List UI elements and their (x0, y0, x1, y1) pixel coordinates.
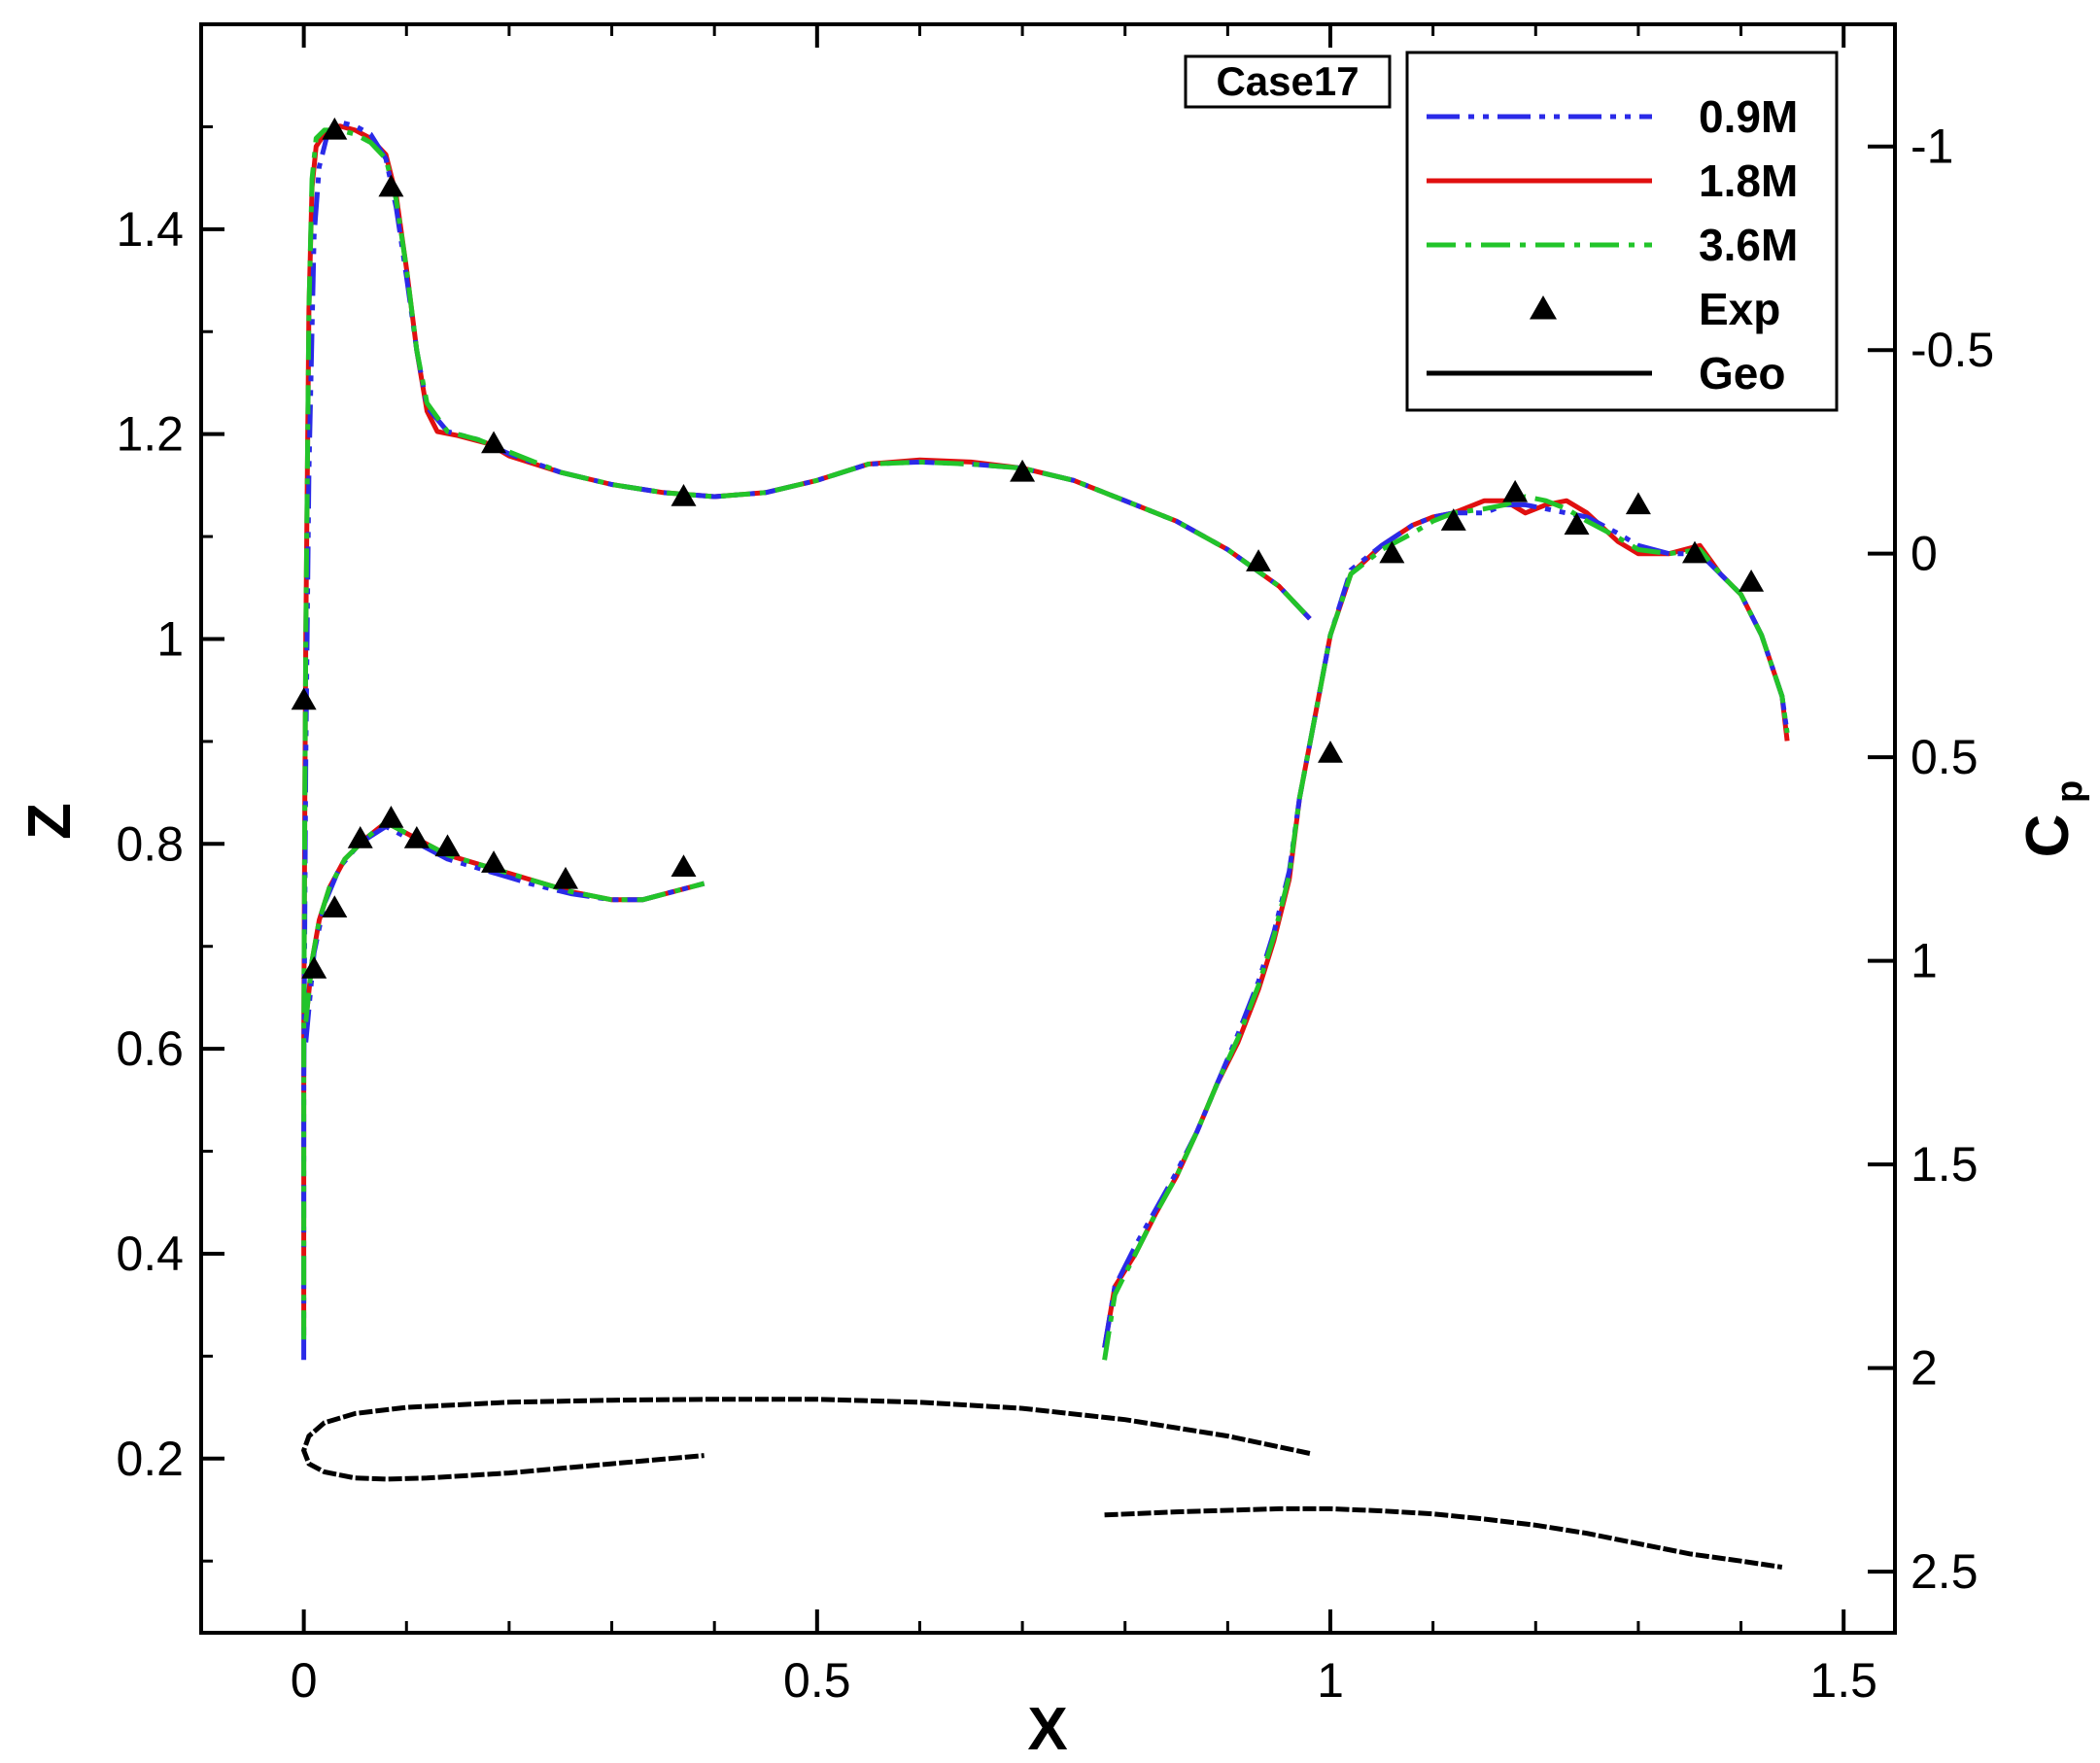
series-3-6M-segment-2 (303, 819, 706, 1022)
case-label: Case17 (1216, 58, 1359, 104)
cp-tick-label: 2 (1911, 1341, 1938, 1396)
exp-marker (301, 956, 327, 979)
exp-marker (481, 431, 507, 454)
plot-frame (199, 22, 1897, 1635)
cp-axis-title: C p (2014, 780, 2090, 858)
exp-marker (1010, 459, 1036, 482)
cp-axis-title-main: C (2014, 814, 2082, 858)
exp-marker (347, 825, 373, 848)
x-tick-label: 0.5 (783, 1653, 851, 1708)
exp-marker (671, 854, 697, 878)
legend-label: Exp (1699, 284, 1780, 334)
cp-tick-label: 1 (1911, 934, 1938, 988)
exp-marker (378, 806, 404, 828)
legend: 0.9M 1.8M 3.6M Exp Geo (1405, 51, 1839, 412)
series-3-6M-segment-3 (1102, 494, 1790, 1361)
exp-marker (1682, 540, 1708, 564)
cp-tick-label: 0.5 (1911, 730, 1979, 784)
exp-marker (671, 484, 697, 506)
z-tick-label: 0.2 (116, 1432, 184, 1486)
legend-label: Geo (1699, 348, 1785, 398)
cp-tick-label: 1.5 (1911, 1137, 1979, 1192)
series-1-8M-segment-2 (303, 819, 706, 1022)
z-tick-label: 0.6 (116, 1021, 184, 1076)
exp-marker (291, 687, 317, 710)
case-label-box: Case17 (1184, 54, 1392, 109)
geo-curve-1 (300, 1397, 1311, 1482)
exp-marker (403, 825, 430, 848)
exp-markers (291, 117, 1765, 979)
exp-marker (1379, 540, 1405, 564)
exp-marker (434, 834, 461, 857)
cp-axis-title-sub: p (2049, 780, 2090, 803)
exp-marker (1564, 512, 1590, 536)
series-1-8M-segment-3 (1102, 498, 1790, 1349)
z-tick-label: 1.2 (116, 407, 184, 462)
exp-marker (322, 117, 348, 140)
z-axis-title: Z (17, 803, 84, 840)
cp-tick-label: -0.5 (1911, 323, 1994, 377)
z-tick-label: 1 (156, 611, 184, 666)
geo-curve-2 (1104, 1505, 1783, 1570)
z-tick-label: 0.4 (116, 1227, 184, 1281)
exp-marker (1625, 492, 1651, 515)
series-3-6M-segment-1 (301, 127, 1312, 1340)
series-0-9M-segment-1 (301, 120, 1312, 1361)
legend-label: 3.6M (1699, 220, 1798, 270)
exp-marker (1739, 570, 1765, 592)
x-tick-label: 0 (291, 1653, 318, 1708)
exp-marker (553, 866, 579, 889)
geometry-curves (300, 1397, 1783, 1570)
x-tick-label: 1 (1317, 1653, 1344, 1708)
z-tick-label: 0.8 (116, 816, 184, 871)
exp-marker (481, 850, 507, 873)
series-0-9M-segment-3 (1102, 501, 1790, 1349)
exp-marker (378, 174, 404, 197)
z-tick-label: 1.4 (116, 202, 184, 257)
x-tick-label: 1.5 (1809, 1653, 1877, 1708)
legend-exp-marker (1530, 295, 1557, 320)
exp-marker (1246, 549, 1272, 571)
x-axis-title: X (1027, 1696, 1067, 1763)
legend-label: 0.9M (1699, 91, 1798, 142)
axes: 0 0.5 1 1.5 0.2 0.4 0.6 0.8 1 1.2 1.4 -1 -0.5 0 0.5 1 1.… (116, 22, 1994, 1708)
exp-marker (322, 895, 348, 917)
cp-tick-label: 0 (1911, 527, 1938, 581)
legend-label: 1.8M (1699, 156, 1798, 206)
exp-marker (1502, 479, 1529, 502)
cp-tick-label: 2.5 (1911, 1544, 1979, 1599)
exp-marker (1318, 740, 1343, 763)
series-0-9M-segment-2 (303, 823, 706, 1043)
exp-marker (1440, 508, 1466, 531)
series-1-8M-segment-1 (301, 123, 1312, 1336)
cp-tick-label: -1 (1911, 120, 1953, 174)
